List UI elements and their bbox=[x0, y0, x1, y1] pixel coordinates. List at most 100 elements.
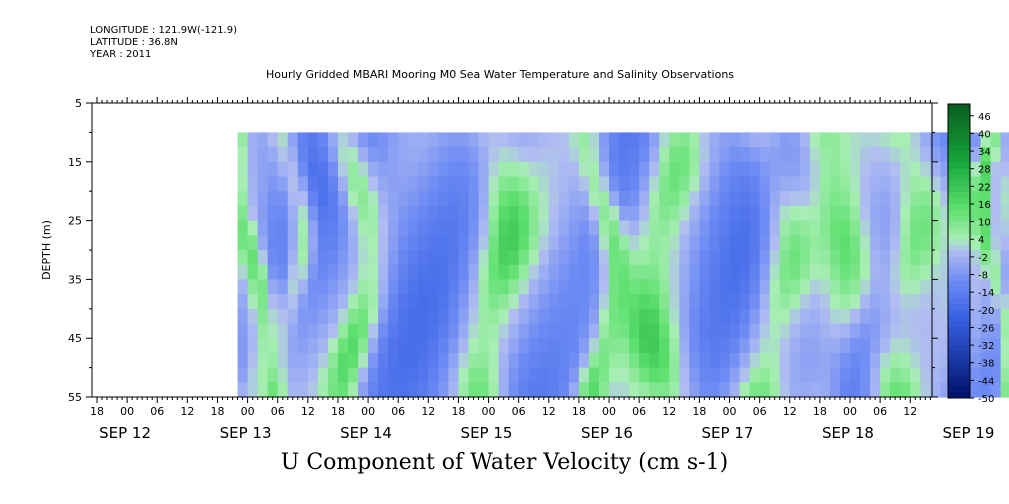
heatmap-cell bbox=[829, 367, 841, 383]
x-hour-label: 18 bbox=[813, 405, 827, 418]
heatmap-cell bbox=[257, 220, 269, 236]
heatmap-cell bbox=[478, 147, 490, 163]
heatmap-cell bbox=[609, 264, 620, 280]
heatmap-cell bbox=[709, 147, 721, 163]
colorbar-label: 22 bbox=[978, 182, 991, 193]
heatmap-cell bbox=[358, 323, 369, 339]
colorbar-segment bbox=[948, 362, 970, 370]
heatmap-cell bbox=[558, 176, 570, 192]
heatmap-cell bbox=[257, 132, 269, 148]
heatmap-cell bbox=[689, 191, 700, 207]
heatmap-cell bbox=[870, 367, 881, 383]
heatmap-cell bbox=[257, 382, 269, 398]
heatmap-cell bbox=[1000, 279, 1009, 295]
heatmap-cell bbox=[799, 132, 811, 148]
heatmap-cell bbox=[458, 250, 470, 266]
heatmap-cell bbox=[287, 338, 299, 354]
heatmap-cell bbox=[578, 338, 590, 354]
heatmap-cell bbox=[488, 279, 500, 295]
heatmap-cell bbox=[860, 338, 871, 354]
heatmap-cell bbox=[729, 279, 741, 295]
heatmap-cell bbox=[870, 205, 881, 222]
heatmap-cell bbox=[568, 264, 580, 280]
heatmap-cell bbox=[890, 264, 901, 280]
heatmap-cell bbox=[900, 161, 911, 178]
heatmap-cell bbox=[538, 338, 550, 354]
heatmap-cell bbox=[839, 382, 851, 398]
heatmap-cell bbox=[819, 250, 831, 266]
heatmap-cell bbox=[910, 323, 921, 339]
colorbar-segment bbox=[948, 221, 970, 228]
heatmap-cell bbox=[388, 352, 399, 369]
heatmap-cell bbox=[358, 161, 369, 178]
heatmap-cell bbox=[488, 161, 500, 178]
heatmap-cell bbox=[729, 352, 741, 369]
heatmap-cell bbox=[408, 352, 419, 369]
heatmap-cell bbox=[568, 382, 580, 398]
heatmap-cell bbox=[588, 367, 600, 383]
heatmap-cell bbox=[629, 191, 640, 207]
heatmap-cell bbox=[910, 279, 921, 295]
heatmap-cell bbox=[920, 323, 931, 339]
heatmap-cell bbox=[358, 205, 369, 222]
x-hour-label: 18 bbox=[572, 405, 586, 418]
heatmap-cell bbox=[900, 191, 911, 207]
x-hour-label: 12 bbox=[903, 405, 917, 418]
heatmap-cell bbox=[267, 352, 279, 369]
heatmap-cell bbox=[287, 294, 299, 310]
heatmap-cell bbox=[659, 323, 670, 339]
heatmap-cell bbox=[759, 147, 771, 163]
heatmap-cell bbox=[799, 338, 811, 354]
heatmap-cell bbox=[599, 264, 610, 280]
heatmap-cell bbox=[749, 176, 761, 192]
heatmap-cell bbox=[358, 191, 369, 207]
heatmap-cell bbox=[890, 191, 901, 207]
heatmap-cell bbox=[267, 294, 279, 310]
heatmap-cell bbox=[629, 308, 640, 325]
heatmap-cell bbox=[337, 338, 349, 354]
heatmap-cell bbox=[639, 279, 650, 295]
heatmap-cell bbox=[408, 235, 419, 251]
heatmap-cell bbox=[317, 264, 329, 280]
heatmap-cell bbox=[498, 367, 510, 383]
heatmap-cell bbox=[378, 264, 389, 280]
heatmap-cell bbox=[237, 161, 249, 178]
heatmap-cell bbox=[518, 264, 530, 280]
heatmap-cell bbox=[368, 250, 379, 266]
heatmap-cell bbox=[829, 352, 841, 369]
heatmap-cell bbox=[779, 147, 791, 163]
heatmap-cell bbox=[880, 161, 891, 178]
heatmap-cell bbox=[619, 161, 630, 178]
heatmap-cell bbox=[448, 250, 460, 266]
heatmap-cell bbox=[769, 367, 781, 383]
heatmap-cell bbox=[609, 323, 620, 339]
x-date-label: SEP 13 bbox=[220, 424, 272, 442]
heatmap-cell bbox=[829, 220, 841, 236]
heatmap-cell bbox=[609, 176, 620, 192]
heatmap-cell bbox=[759, 264, 771, 280]
heatmap-cell bbox=[890, 250, 901, 266]
x-hour-label: 06 bbox=[271, 405, 285, 418]
heatmap-cell bbox=[398, 132, 409, 148]
heatmap-cell bbox=[619, 235, 630, 251]
heatmap-cell bbox=[920, 147, 931, 163]
heatmap-cell bbox=[588, 132, 600, 148]
heatmap-cell bbox=[1000, 147, 1009, 163]
colorbar-label: -50 bbox=[978, 394, 994, 405]
heatmap-cell bbox=[850, 279, 861, 295]
heatmap-cell bbox=[890, 382, 901, 398]
heatmap-cell bbox=[558, 147, 570, 163]
heatmap-cell bbox=[809, 323, 821, 339]
heatmap-cell bbox=[1000, 294, 1009, 310]
heatmap-cell bbox=[920, 338, 931, 354]
heatmap-cell bbox=[870, 147, 881, 163]
heatmap-cell bbox=[498, 205, 510, 222]
heatmap-cell bbox=[719, 382, 731, 398]
heatmap-cell bbox=[538, 352, 550, 369]
heatmap-cell bbox=[619, 205, 630, 222]
heatmap-cell bbox=[528, 132, 540, 148]
heatmap-cell bbox=[679, 132, 690, 148]
heatmap-cell bbox=[930, 205, 941, 222]
heatmap-cell bbox=[337, 205, 349, 222]
